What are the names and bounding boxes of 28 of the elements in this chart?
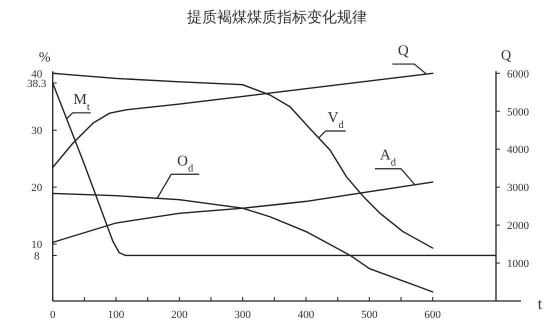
series-label: V$_{d}$ (328, 110, 344, 130)
x-tick-label: 100 (108, 309, 125, 321)
x-axis-title: t (538, 296, 543, 313)
y2-tick-label: 6000 (507, 68, 530, 80)
y2-tick-label: 3000 (507, 182, 530, 194)
y2-tick-label: 1000 (507, 258, 530, 270)
y-tick-label: 20 (31, 182, 43, 194)
x-tick-label: 0 (50, 309, 56, 321)
series-label: O$_{d}$ (177, 153, 194, 174)
y2-tick-label: 4000 (507, 144, 530, 156)
x-tick-label: 500 (361, 309, 378, 321)
x-tick-label: 300 (234, 309, 252, 321)
x-tick-label: 400 (298, 309, 315, 321)
series-label: M$_{t}$ (74, 92, 90, 112)
y-tick-label: 10 (31, 239, 43, 252)
chart-title: 提质褐煤煤质指标变化规律 (187, 9, 367, 26)
y-axis-title: % (38, 50, 51, 66)
y2-axis-title: Q (500, 48, 512, 64)
y2-tick-label: 5000 (507, 106, 530, 118)
y-tick-label: 38.3 (27, 78, 47, 90)
y2-tick-label: 2000 (507, 220, 530, 232)
y-tick-label: 8 (34, 250, 40, 262)
series-label: Q (398, 43, 409, 60)
series-label: A$_{d}$ (380, 148, 397, 168)
y-tick-label: 30 (31, 125, 43, 138)
x-tick-label: 600 (424, 309, 442, 321)
x-tick-label: 200 (171, 309, 188, 321)
y-tick-label: 40 (31, 68, 43, 80)
